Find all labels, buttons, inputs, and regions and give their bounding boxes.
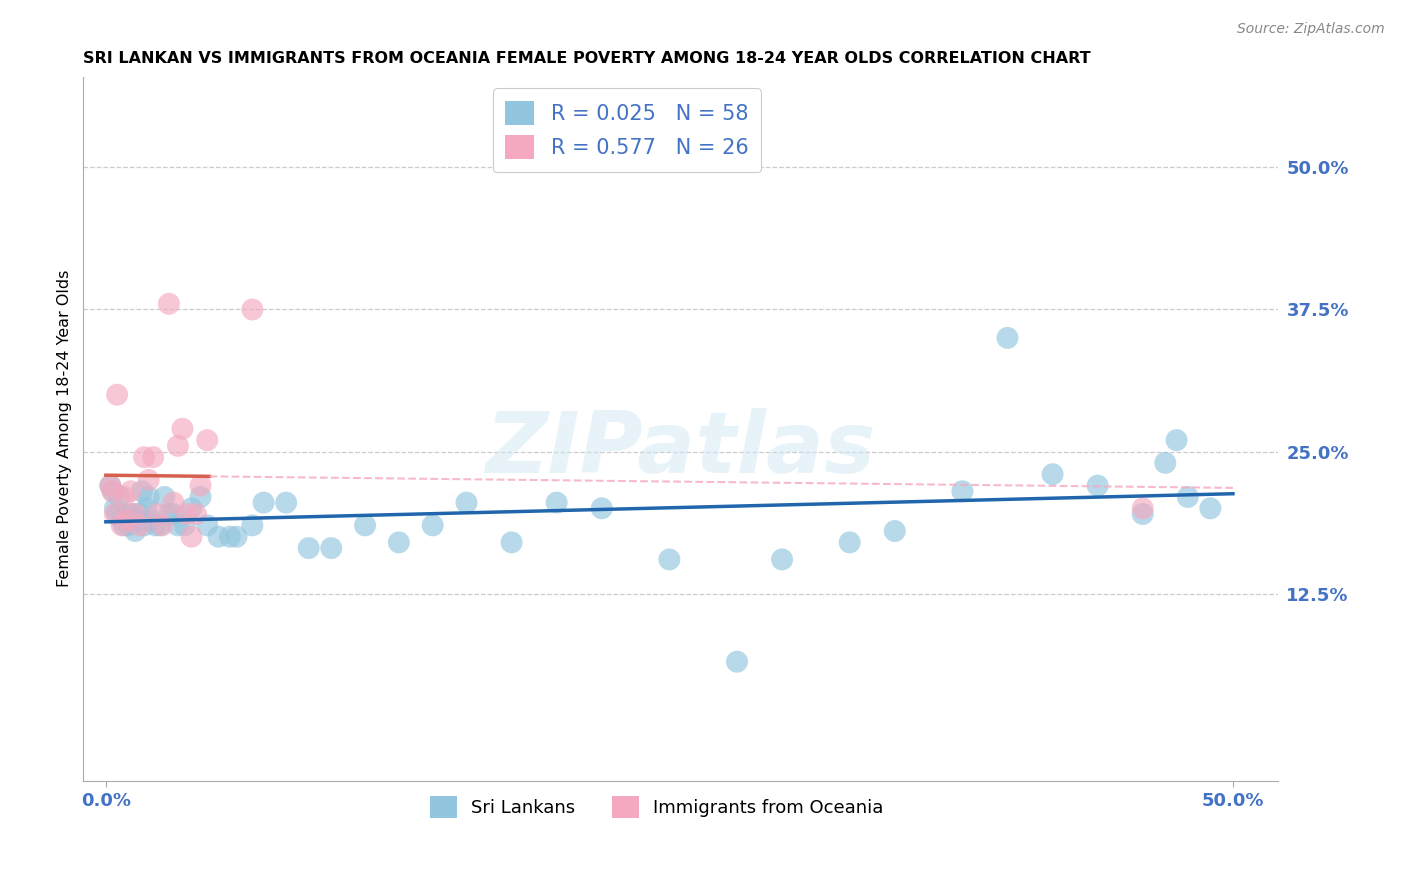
Point <box>240 302 263 317</box>
Point <box>1132 507 1154 521</box>
Point <box>195 433 218 447</box>
Point <box>298 541 321 555</box>
Point <box>240 518 263 533</box>
Point <box>128 507 150 521</box>
Point <box>422 518 444 533</box>
Point <box>207 530 229 544</box>
Point <box>388 535 411 549</box>
Point <box>162 507 184 521</box>
Point <box>131 484 153 499</box>
Point <box>1087 478 1109 492</box>
Point <box>101 484 124 499</box>
Point <box>138 473 160 487</box>
Point <box>120 513 142 527</box>
Point <box>190 478 212 492</box>
Point <box>950 484 973 499</box>
Point <box>354 518 377 533</box>
Legend: Sri Lankans, Immigrants from Oceania: Sri Lankans, Immigrants from Oceania <box>423 789 891 825</box>
Point <box>153 490 176 504</box>
Point <box>997 331 1019 345</box>
Point <box>883 524 905 538</box>
Point <box>105 507 128 521</box>
Point <box>658 552 681 566</box>
Point <box>1042 467 1064 482</box>
Point <box>157 297 180 311</box>
Point <box>218 530 240 544</box>
Text: ZIPatlas: ZIPatlas <box>485 409 876 491</box>
Point <box>138 490 160 504</box>
Point <box>225 530 247 544</box>
Point <box>252 495 274 509</box>
Point <box>167 439 190 453</box>
Point <box>98 478 121 492</box>
Point <box>173 518 195 533</box>
Point <box>591 501 613 516</box>
Point <box>127 513 149 527</box>
Point <box>134 518 156 533</box>
Point <box>110 513 132 527</box>
Point <box>108 490 131 504</box>
Point <box>128 518 150 533</box>
Point <box>145 518 167 533</box>
Point <box>546 495 568 509</box>
Point <box>105 387 128 401</box>
Point <box>276 495 298 509</box>
Point <box>150 518 173 533</box>
Text: Source: ZipAtlas.com: Source: ZipAtlas.com <box>1237 22 1385 37</box>
Point <box>146 507 169 521</box>
Point <box>501 535 523 549</box>
Point <box>134 450 156 465</box>
Point <box>167 518 190 533</box>
Point <box>124 507 146 521</box>
Point <box>162 495 184 509</box>
Point <box>101 484 124 499</box>
Point <box>115 513 138 527</box>
Point <box>1199 501 1222 516</box>
Point <box>112 518 135 533</box>
Point <box>725 655 748 669</box>
Point <box>184 507 207 521</box>
Point <box>838 535 860 549</box>
Point <box>1132 501 1154 516</box>
Point <box>770 552 793 566</box>
Point <box>195 518 218 533</box>
Point <box>190 490 212 504</box>
Point <box>135 501 157 516</box>
Point <box>172 422 194 436</box>
Point <box>149 518 172 533</box>
Point <box>124 524 146 538</box>
Point <box>180 501 202 516</box>
Point <box>110 518 132 533</box>
Text: SRI LANKAN VS IMMIGRANTS FROM OCEANIA FEMALE POVERTY AMONG 18-24 YEAR OLDS CORRE: SRI LANKAN VS IMMIGRANTS FROM OCEANIA FE… <box>83 51 1091 66</box>
Y-axis label: Female Poverty Among 18-24 Year Olds: Female Poverty Among 18-24 Year Olds <box>58 270 72 588</box>
Point <box>122 507 145 521</box>
Point <box>98 478 121 492</box>
Point <box>321 541 343 555</box>
Point <box>1166 433 1188 447</box>
Point <box>1154 456 1177 470</box>
Point <box>142 450 165 465</box>
Point <box>120 484 142 499</box>
Point <box>139 513 162 527</box>
Point <box>104 507 127 521</box>
Point <box>456 495 478 509</box>
Point <box>180 530 202 544</box>
Point <box>112 490 135 504</box>
Point <box>176 507 198 521</box>
Point <box>117 518 139 533</box>
Point <box>115 507 138 521</box>
Point <box>157 507 180 521</box>
Point <box>1177 490 1199 504</box>
Point <box>104 501 127 516</box>
